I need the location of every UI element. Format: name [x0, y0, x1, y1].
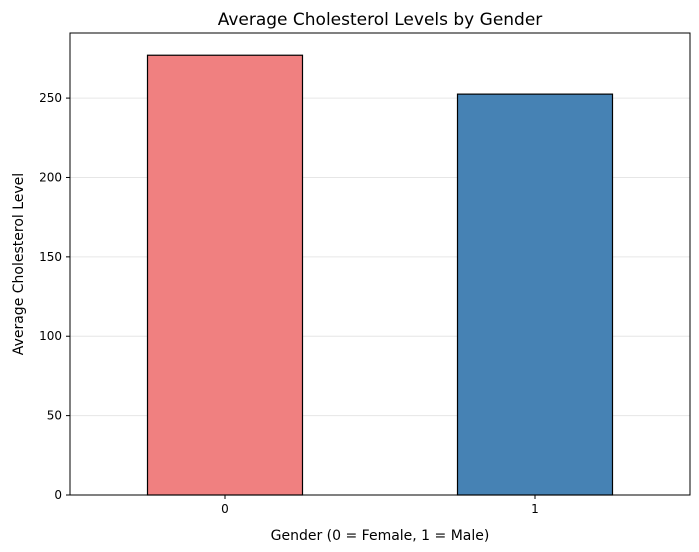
- bars: [146, 54, 614, 496]
- y-tick-label: 0: [54, 488, 62, 502]
- x-tick-label: 1: [531, 502, 539, 516]
- y-tick-label: 100: [39, 329, 62, 343]
- y-tick-label: 250: [39, 91, 62, 105]
- chart-title: Average Cholesterol Levels by Gender: [218, 10, 543, 30]
- y-axis: 0 50 100 150 200 250: [39, 91, 70, 502]
- x-axis-label: Gender (0 = Female, 1 = Male): [271, 528, 490, 544]
- plot-frame: [69, 32, 691, 496]
- bar-0: [146, 54, 304, 496]
- y-axis-label: Average Cholesterol Level: [11, 173, 27, 355]
- x-tick-label: 0: [221, 502, 229, 516]
- bar-1: [456, 93, 614, 496]
- y-tick-label: 50: [47, 409, 62, 423]
- y-tick-label: 200: [39, 170, 62, 184]
- y-tick-label: 150: [39, 250, 62, 264]
